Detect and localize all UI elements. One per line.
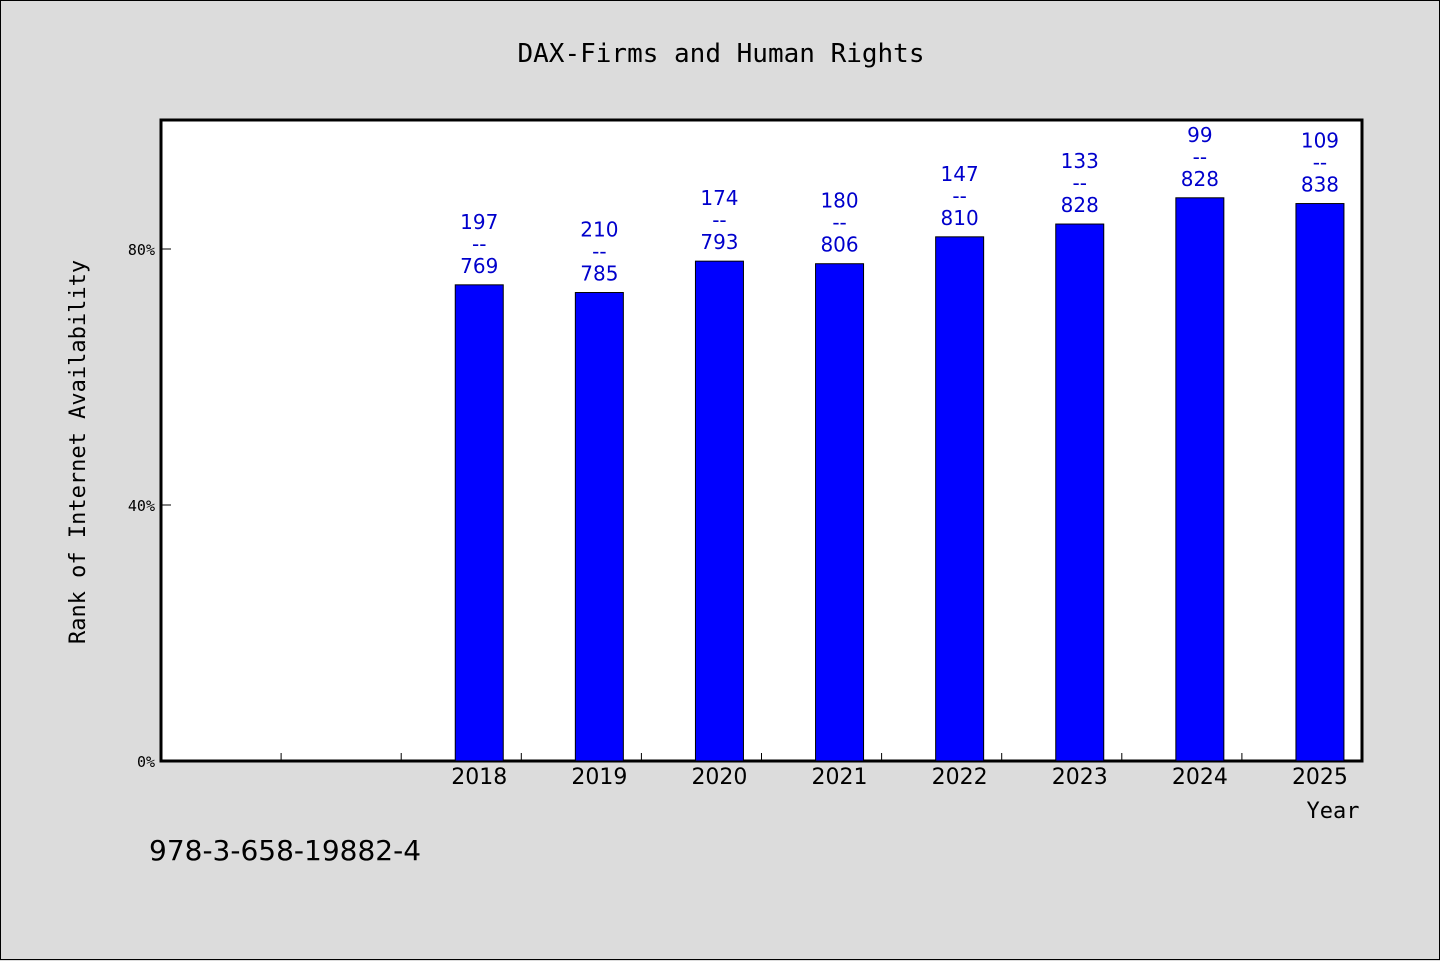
bar — [815, 263, 865, 762]
x-tick-label: 2021 — [812, 765, 868, 790]
data-label: -- — [1073, 171, 1087, 195]
y-axis: 0% 40% 80% — [128, 241, 171, 771]
data-label: 197 — [460, 210, 498, 234]
bar — [1175, 197, 1225, 762]
y-tick-label: 0% — [137, 753, 155, 771]
bar — [574, 292, 624, 762]
data-label: -- — [592, 240, 606, 264]
x-axis: 2018 2019 2020 2021 2022 2023 2024 2025 — [280, 753, 1348, 790]
x-axis-title: Year — [1307, 799, 1360, 824]
x-tick-label: 2022 — [932, 765, 988, 790]
x-tick-label: 2025 — [1292, 765, 1348, 790]
bar — [935, 236, 985, 762]
data-label: 99 — [1187, 123, 1212, 147]
data-label: -- — [1313, 151, 1327, 175]
data-label: -- — [472, 232, 486, 256]
x-tick-label: 2020 — [691, 765, 747, 790]
data-label: 210 — [580, 218, 618, 242]
data-label: -- — [712, 208, 726, 232]
data-label: 828 — [1181, 167, 1219, 191]
data-label: 793 — [700, 230, 738, 254]
data-label: 147 — [941, 162, 979, 186]
bar — [454, 284, 504, 762]
data-label: 828 — [1061, 193, 1099, 217]
data-label: 785 — [580, 262, 618, 286]
data-label: 109 — [1301, 129, 1339, 153]
chart-title: DAX-Firms and Human Rights — [518, 39, 925, 69]
bar — [1055, 223, 1105, 762]
x-tick-label: 2018 — [451, 765, 507, 790]
y-tick-label: 40% — [128, 497, 155, 515]
y-axis-title: Rank of Internet Availability — [66, 260, 91, 644]
bars-layer — [454, 197, 1345, 762]
data-label: 174 — [700, 186, 738, 210]
plot-area — [159, 118, 1364, 763]
isbn-code: 978-3-658-19882-4 — [149, 834, 422, 867]
data-label: 180 — [820, 189, 858, 213]
data-label: 769 — [460, 254, 498, 278]
bar — [694, 260, 744, 762]
data-label: -- — [832, 211, 846, 235]
data-label: 806 — [820, 233, 858, 257]
x-tick-label: 2024 — [1172, 765, 1228, 790]
data-label: -- — [952, 184, 966, 208]
data-label: -- — [1193, 145, 1207, 169]
data-labels-layer: 197--769210--785174--793180--806147--810… — [460, 123, 1339, 286]
x-tick-label: 2019 — [571, 765, 627, 790]
data-label: 133 — [1061, 149, 1099, 173]
data-label: 810 — [941, 206, 979, 230]
y-tick-label: 80% — [128, 241, 155, 259]
data-label: 838 — [1301, 173, 1339, 197]
bar — [1295, 203, 1345, 762]
x-tick-label: 2023 — [1052, 765, 1108, 790]
